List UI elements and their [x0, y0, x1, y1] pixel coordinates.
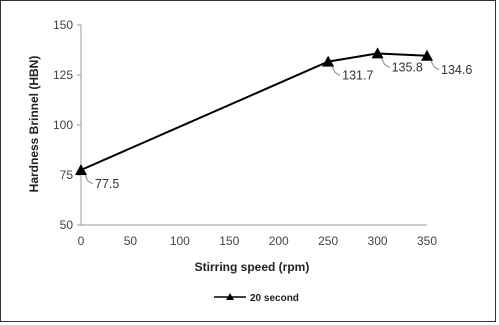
- data-label-leader: [430, 60, 440, 71]
- data-point-marker: [75, 164, 87, 175]
- x-tick-label: 150: [219, 234, 239, 248]
- legend-label: 20 second: [250, 293, 299, 304]
- y-tick-label: 75: [60, 168, 74, 182]
- y-tick-label: 150: [53, 18, 73, 32]
- legend: 20 second: [214, 293, 299, 304]
- y-axis-title: Hardness Brinnel (HBN): [27, 56, 41, 193]
- data-point-marker: [421, 49, 433, 61]
- x-tick-label: 50: [124, 234, 138, 248]
- y-tick-label: 50: [60, 218, 74, 232]
- data-point-marker: [371, 47, 384, 59]
- x-tick-label: 300: [368, 234, 388, 248]
- data-label-leader: [84, 174, 94, 185]
- data-label-leader: [331, 66, 341, 77]
- x-tick-label: 0: [78, 234, 85, 248]
- series-line: [80, 52, 428, 171]
- x-tick-labels: 0 50 100 150 200 250 300 350: [78, 234, 438, 248]
- x-tick-label: 100: [170, 234, 190, 248]
- data-point-marker: [322, 55, 335, 67]
- data-label: 135.8: [392, 60, 423, 74]
- y-tick-labels: 50 75 100 125 150: [53, 18, 81, 232]
- data-label: 134.6: [441, 63, 472, 77]
- data-label: 77.5: [95, 177, 119, 191]
- legend-marker: [226, 293, 234, 300]
- series-layer: [75, 47, 433, 175]
- data-label: 131.7: [342, 69, 373, 83]
- data-labels: 77.5 131.7 135.8 134.6: [84, 58, 472, 191]
- x-tick-label: 250: [318, 234, 338, 248]
- x-axis-title: Stirring speed (rpm): [195, 260, 310, 274]
- data-label-leader: [381, 58, 390, 68]
- y-tick-label: 100: [53, 118, 73, 132]
- x-tick-label: 350: [417, 234, 437, 248]
- x-tick-label: 200: [269, 234, 289, 248]
- y-tick-label: 125: [53, 68, 73, 82]
